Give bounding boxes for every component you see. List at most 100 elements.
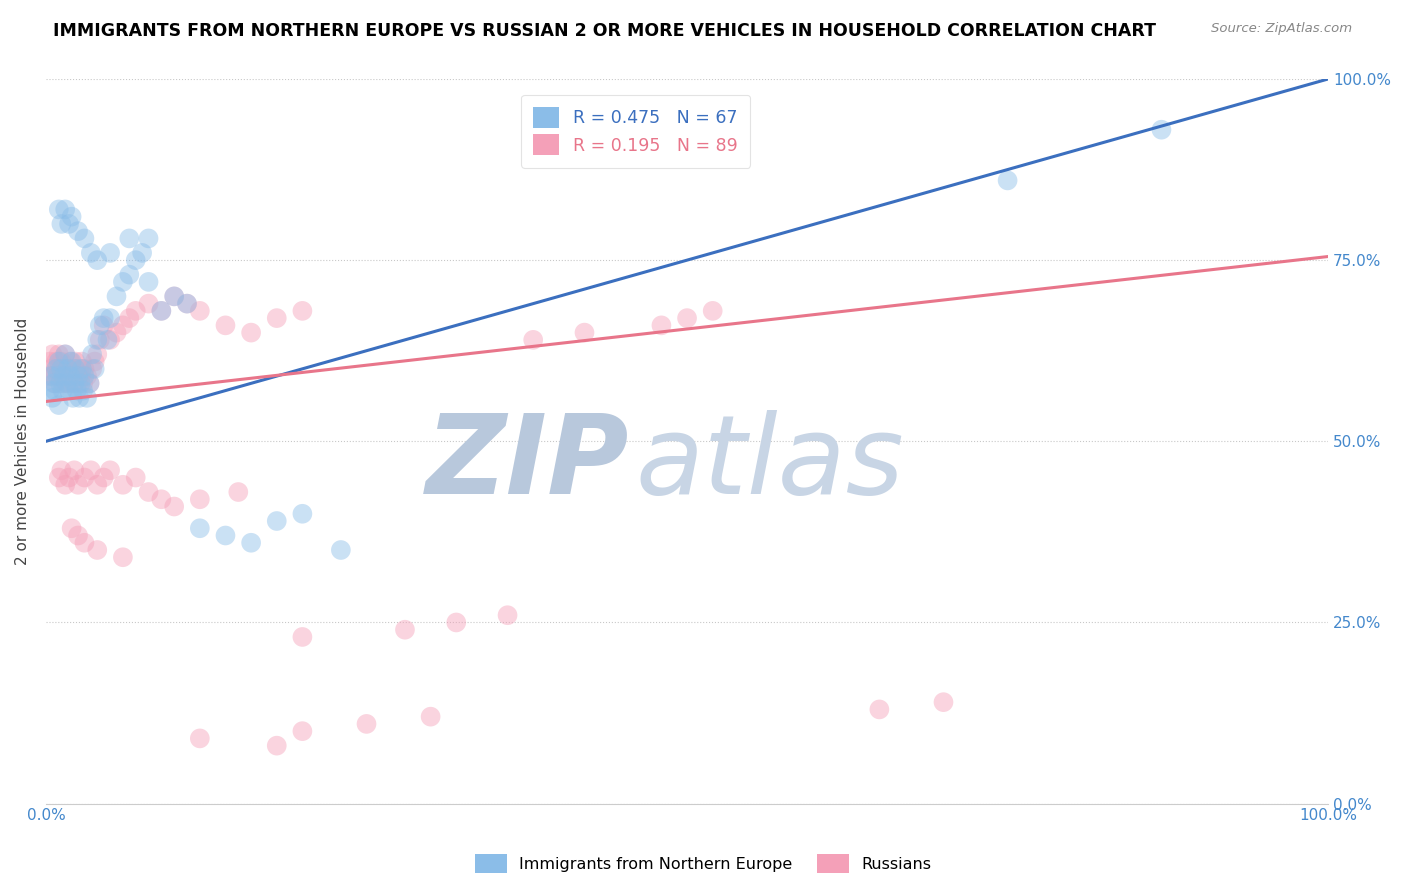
Point xyxy=(46,361,69,376)
Point xyxy=(138,296,160,310)
Point xyxy=(93,470,115,484)
Point xyxy=(446,615,468,630)
Point xyxy=(73,535,96,549)
Point xyxy=(118,231,141,245)
Point xyxy=(58,384,80,398)
Point xyxy=(111,477,134,491)
Point xyxy=(66,384,89,398)
Point xyxy=(266,514,288,528)
Point xyxy=(105,289,128,303)
Point xyxy=(42,369,65,384)
Point xyxy=(60,369,83,384)
Point xyxy=(83,354,105,368)
Point xyxy=(65,361,87,376)
Point xyxy=(93,318,115,333)
Point xyxy=(55,369,77,384)
Point xyxy=(58,217,80,231)
Point xyxy=(150,492,173,507)
Point xyxy=(66,376,89,391)
Point xyxy=(329,543,352,558)
Point xyxy=(105,326,128,340)
Point xyxy=(266,311,288,326)
Point xyxy=(86,477,108,491)
Point xyxy=(48,347,70,361)
Point xyxy=(496,608,519,623)
Point xyxy=(48,398,70,412)
Point xyxy=(60,354,83,368)
Point xyxy=(58,470,80,484)
Point xyxy=(66,369,89,384)
Point xyxy=(138,485,160,500)
Point xyxy=(163,289,186,303)
Point xyxy=(62,376,84,391)
Point xyxy=(163,500,186,514)
Point xyxy=(89,318,111,333)
Point xyxy=(39,361,62,376)
Point xyxy=(67,361,90,376)
Point xyxy=(52,369,75,384)
Point xyxy=(39,369,62,384)
Point xyxy=(52,376,75,391)
Point xyxy=(51,354,73,368)
Point xyxy=(73,361,96,376)
Point xyxy=(46,369,69,384)
Point xyxy=(76,391,98,405)
Point xyxy=(291,507,314,521)
Point xyxy=(53,347,76,361)
Point xyxy=(291,724,314,739)
Point xyxy=(82,347,104,361)
Point xyxy=(79,376,101,391)
Point xyxy=(86,253,108,268)
Point xyxy=(56,361,79,376)
Point xyxy=(138,275,160,289)
Point xyxy=(66,224,89,238)
Point xyxy=(59,354,82,368)
Point xyxy=(98,463,121,477)
Point xyxy=(60,521,83,535)
Point xyxy=(63,361,86,376)
Point xyxy=(72,376,94,391)
Point xyxy=(111,318,134,333)
Point xyxy=(574,326,596,340)
Point xyxy=(62,391,84,405)
Point xyxy=(53,202,76,217)
Point xyxy=(214,318,236,333)
Point xyxy=(83,361,105,376)
Point xyxy=(70,354,93,368)
Point xyxy=(125,470,148,484)
Point xyxy=(41,391,63,405)
Point xyxy=(65,354,87,368)
Point xyxy=(66,477,89,491)
Point xyxy=(51,463,73,477)
Point xyxy=(98,333,121,347)
Text: IMMIGRANTS FROM NORTHERN EUROPE VS RUSSIAN 2 OR MORE VEHICLES IN HOUSEHOLD CORRE: IMMIGRANTS FROM NORTHERN EUROPE VS RUSSI… xyxy=(53,22,1156,40)
Point xyxy=(44,384,66,398)
Point xyxy=(66,369,89,384)
Point xyxy=(60,210,83,224)
Point xyxy=(70,361,93,376)
Point xyxy=(266,739,288,753)
Text: Source: ZipAtlas.com: Source: ZipAtlas.com xyxy=(1212,22,1353,36)
Point xyxy=(226,485,249,500)
Point xyxy=(66,528,89,542)
Legend: Immigrants from Northern Europe, Russians: Immigrants from Northern Europe, Russian… xyxy=(468,847,938,880)
Point xyxy=(291,630,314,644)
Point xyxy=(676,311,699,326)
Point xyxy=(163,289,186,303)
Point xyxy=(67,391,90,405)
Point xyxy=(38,384,60,398)
Point xyxy=(240,535,263,549)
Point xyxy=(42,376,65,391)
Point xyxy=(53,347,76,361)
Point xyxy=(997,173,1019,187)
Point xyxy=(76,369,98,384)
Point xyxy=(49,369,72,384)
Point xyxy=(80,463,103,477)
Point xyxy=(72,384,94,398)
Point xyxy=(58,361,80,376)
Point xyxy=(188,304,211,318)
Point xyxy=(48,354,70,368)
Point xyxy=(73,470,96,484)
Point xyxy=(51,361,73,376)
Point xyxy=(176,296,198,310)
